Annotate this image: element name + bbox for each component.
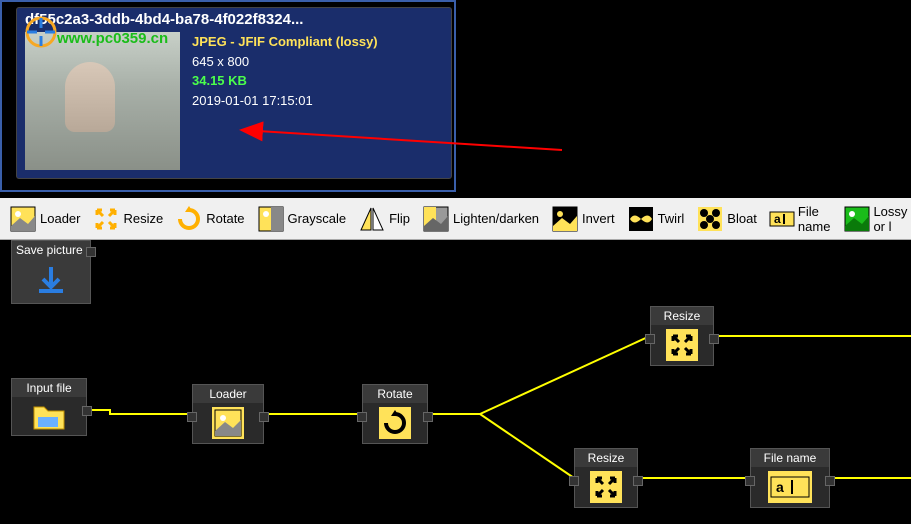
node-handle[interactable] (187, 412, 197, 422)
tool-label: Loader (40, 211, 80, 226)
rotate-icon (379, 407, 411, 439)
tool-label: Lighten/darken (453, 211, 539, 226)
tool-filename[interactable]: a File name (765, 202, 837, 236)
node-title: File name (751, 449, 829, 467)
node-resize-bottom[interactable]: Resize (574, 448, 638, 508)
meta-dimensions: 645 x 800 (192, 52, 378, 72)
node-handle[interactable] (82, 406, 92, 416)
lighten-icon (422, 205, 450, 233)
preview-card[interactable]: df55c2a3-3ddb-4bd4-ba78-4f022f8324... JP… (16, 7, 452, 179)
bloat-icon (696, 205, 724, 233)
node-title: Resize (575, 449, 637, 467)
node-handle[interactable] (86, 247, 96, 257)
node-handle[interactable] (423, 412, 433, 422)
tool-label: Lossy or l (873, 204, 909, 234)
grayscale-icon (257, 205, 285, 233)
tool-label: Bloat (727, 211, 757, 226)
node-handle[interactable] (709, 334, 719, 344)
tool-label: Twirl (658, 211, 685, 226)
node-handle[interactable] (825, 476, 835, 486)
resize-icon (92, 205, 120, 233)
node-resize-top[interactable]: Resize (650, 306, 714, 366)
resize-icon (666, 329, 698, 361)
tool-label: Rotate (206, 211, 244, 226)
tool-label: Invert (582, 211, 615, 226)
node-title: Resize (651, 307, 713, 325)
resize-icon (590, 471, 622, 503)
svg-text:a: a (774, 212, 781, 226)
twirl-icon (627, 205, 655, 233)
tool-twirl[interactable]: Twirl (623, 203, 689, 235)
node-handle[interactable] (633, 476, 643, 486)
tool-lossy[interactable]: Lossy or l (840, 202, 911, 236)
tool-invert[interactable]: Invert (547, 203, 619, 235)
tool-flip[interactable]: Flip (354, 203, 414, 235)
image-icon (212, 407, 244, 439)
flip-icon (358, 205, 386, 233)
download-icon (33, 263, 69, 299)
node-title: Input file (12, 379, 86, 397)
node-handle[interactable] (645, 334, 655, 344)
image-icon (9, 205, 37, 233)
lossy-icon (844, 205, 870, 233)
preview-metadata: JPEG - JFIF Compliant (lossy) 645 x 800 … (192, 32, 378, 170)
preview-thumbnail (25, 32, 180, 170)
node-handle[interactable] (745, 476, 755, 486)
tool-lighten[interactable]: Lighten/darken (418, 203, 543, 235)
node-rotate[interactable]: Rotate (362, 384, 428, 444)
filename-icon: a (768, 471, 812, 503)
tool-label: Grayscale (288, 211, 347, 226)
preview-panel: df55c2a3-3ddb-4bd4-ba78-4f022f8324... JP… (0, 0, 456, 192)
tool-bloat[interactable]: Bloat (692, 203, 761, 235)
node-title: Loader (193, 385, 263, 403)
tool-label: Resize (123, 211, 163, 226)
node-title: Save picture (12, 241, 90, 259)
tool-resize[interactable]: Resize (88, 203, 167, 235)
node-input-file[interactable]: Input file (11, 378, 87, 436)
rotate-icon (175, 205, 203, 233)
folder-icon (32, 401, 66, 431)
tool-label: File name (798, 204, 833, 234)
node-canvas[interactable]: Save picture Input file Loader Rotate Re… (0, 240, 911, 524)
node-loader[interactable]: Loader (192, 384, 264, 444)
tool-grayscale[interactable]: Grayscale (253, 203, 351, 235)
svg-text:a: a (776, 479, 784, 495)
node-handle[interactable] (259, 412, 269, 422)
node-save-picture[interactable]: Save picture (11, 240, 91, 304)
preview-filename: df55c2a3-3ddb-4bd4-ba78-4f022f8324... (25, 11, 443, 28)
tool-label: Flip (389, 211, 410, 226)
meta-format: JPEG - JFIF Compliant (lossy) (192, 32, 378, 52)
node-handle[interactable] (357, 412, 367, 422)
tool-rotate[interactable]: Rotate (171, 203, 248, 235)
watermark-logo-icon (25, 16, 57, 48)
toolbar: Loader Resize Rotate Grayscale Flip Ligh… (0, 198, 911, 240)
node-handle[interactable] (569, 476, 579, 486)
invert-icon (551, 205, 579, 233)
watermark-text: www.pc0359.cn (57, 30, 168, 47)
tool-loader[interactable]: Loader (5, 203, 84, 235)
node-title: Rotate (363, 385, 427, 403)
filename-icon: a (769, 205, 795, 233)
node-filename[interactable]: File name a (750, 448, 830, 508)
meta-filesize: 34.15 KB (192, 71, 378, 91)
meta-datetime: 2019-01-01 17:15:01 (192, 91, 378, 111)
